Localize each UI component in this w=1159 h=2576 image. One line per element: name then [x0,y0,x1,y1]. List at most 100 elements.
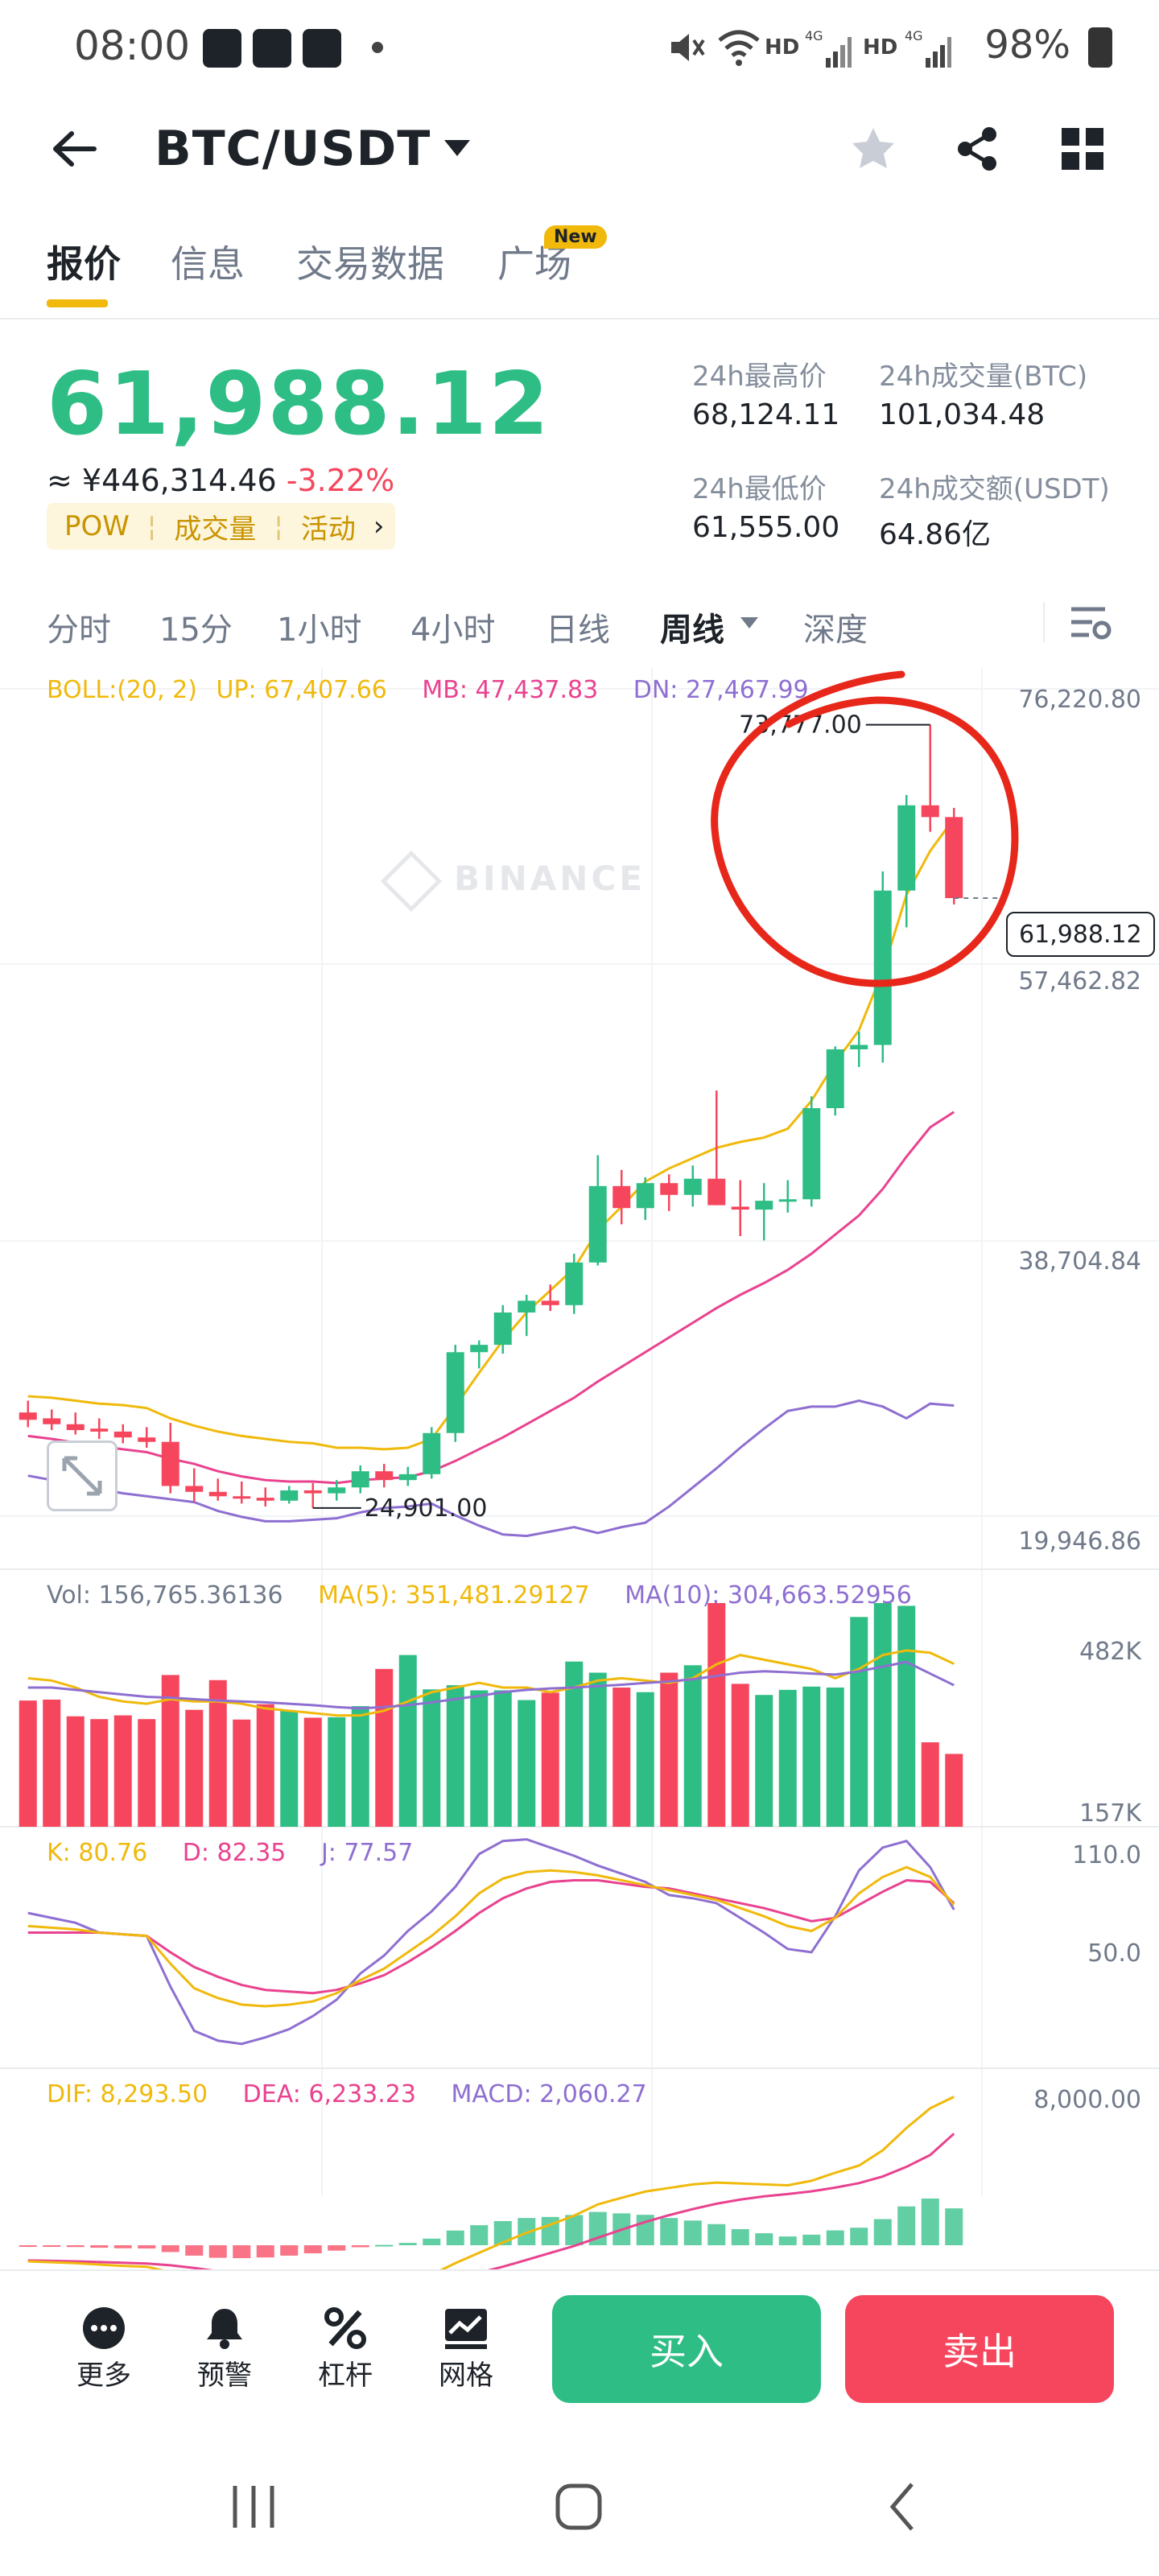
volume-ma5-line [27,1649,955,1717]
tab-quote[interactable]: 报价 [47,242,121,286]
favorite-star-icon[interactable] [845,121,901,177]
boll-mb: MB: 47,437.83 [422,676,599,704]
tag-activity[interactable]: 活动 [300,513,356,546]
svg-text:4G: 4G [905,29,923,43]
recent-apps-icon[interactable] [217,2479,290,2535]
signal-icon: 4G [905,28,951,72]
notification-icon [203,29,241,68]
boll-dn: DN: 27,467.99 [633,676,809,704]
tab-square[interactable]: 广场 [497,242,571,286]
binance-logo-icon [380,850,443,912]
interval-4h[interactable]: 4小时 [410,612,496,649]
candle-body [850,1045,868,1049]
boll-upper-line [27,818,955,1451]
low-label: 24h最低价 [692,473,827,505]
candle-body [90,1428,109,1432]
buy-button[interactable]: 买入 [552,2295,821,2403]
candle-body [233,1496,251,1499]
volume-current: Vol: 156,765.36136 [47,1581,283,1609]
tag-pow[interactable]: POW [64,510,130,542]
price-equivalent: ≈ ¥446,314.46 -3.22% [47,463,394,498]
interval-15m[interactable]: 15分 [159,612,233,649]
candle-body [113,1431,132,1438]
macd-histogram-bar [470,2225,489,2245]
back-arrow-icon[interactable] [47,121,103,177]
grid-trading-button[interactable]: 网格 [422,2303,510,2393]
kdj-axis-label: 50.0 [1087,1939,1141,1968]
fullscreen-expand-icon[interactable] [47,1440,118,1511]
interval-time-share[interactable]: 分时 [47,612,111,649]
macd-histogram-bar [280,2245,299,2256]
volume-ma5: MA(5): 351,481.29127 [318,1581,590,1609]
kdj-k: K: 80.76 [47,1839,148,1867]
share-icon[interactable] [950,121,1006,177]
volume-bar [256,1704,274,1827]
pair-title[interactable]: BTC/USDT [155,121,431,177]
mute-icon [668,27,707,71]
macd-histogram-bar [850,2228,868,2245]
volume-bar [921,1742,939,1827]
page-tabs: 报价 信息 交易数据 广场 New [0,225,1159,319]
candle-body [446,1352,464,1433]
macd-histogram-bar [660,2218,678,2245]
kline-chart[interactable]: 73,777.00 24,901.00 BOLL:(20, 2) UP: 67,4… [0,668,1159,2285]
volume-usdt-value: 64.86亿 [879,518,992,551]
pair-dropdown-icon[interactable] [441,135,473,163]
candle-body [375,1471,394,1481]
interval-depth[interactable]: 深度 [803,612,868,649]
signal-icon: 4G [805,28,852,72]
clock: 08:00 [74,23,191,69]
volume-bar [446,1685,464,1827]
volume-bar [185,1709,204,1827]
macd-histogram-bar [897,2206,916,2245]
tag-strip[interactable]: POW ¦ 成交量 ¦ 活动 › [47,503,396,550]
grid-layout-icon[interactable] [1054,121,1111,177]
volume-bar [493,1690,512,1827]
candle-body [683,1178,702,1195]
candle-body [185,1486,204,1492]
volume-bar [470,1690,489,1827]
volume-legend: Vol: 156,765.36136 MA(5): 351,481.29127 … [47,1581,912,1609]
volume-bar [802,1686,821,1827]
leverage-button[interactable]: 杠杆 [301,2303,390,2393]
header-bar: BTC/USDT [0,105,1159,193]
alert-button[interactable]: 预警 [180,2303,269,2393]
tab-trading-data[interactable]: 交易数据 [296,242,444,286]
volume-bar [351,1706,369,1827]
low-value: 61,555.00 [692,511,840,544]
candle-body [707,1178,726,1206]
interval-1h[interactable]: 1小时 [277,612,362,649]
volume-bar [588,1672,607,1827]
macd-histogram-bar [945,2208,963,2245]
sell-button[interactable]: 卖出 [845,2295,1114,2403]
home-icon[interactable] [542,2479,615,2535]
candle-body [731,1206,749,1210]
svg-text:4G: 4G [805,29,823,43]
divider [1043,602,1045,642]
volume-bar [208,1680,227,1827]
macd-histogram-bar [185,2245,204,2256]
macd-histogram-bar [778,2236,797,2245]
candle-body [612,1185,631,1209]
volume-bar [375,1668,394,1827]
chevron-down-icon[interactable] [739,615,760,634]
chevron-right-icon: › [373,510,385,542]
back-icon[interactable] [866,2479,938,2535]
kdj-axis-label: 110.0 [1072,1841,1141,1869]
volume-bar [328,1717,346,1827]
status-bar: 08:00 HD 4G HD 4G 98% [0,0,1159,97]
more-button[interactable]: 更多 [60,2303,148,2393]
candle-body [138,1437,156,1442]
kdj-legend: K: 80.76 D: 82.35 J: 77.57 [47,1839,413,1867]
chart-settings-icon[interactable] [1062,597,1119,649]
interval-1w[interactable]: 周线 [660,612,724,649]
tag-volume[interactable]: 成交量 [174,513,257,546]
interval-selector: 分时 15分 1小时 4小时 日线 周线 深度 [0,579,1159,668]
macd-histogram-bar [90,2245,109,2248]
interval-1d[interactable]: 日线 [546,612,610,649]
candle-body [945,817,963,899]
candle-body [161,1441,179,1486]
volume-ma10-line [27,1660,955,1710]
tab-info[interactable]: 信息 [171,242,245,286]
current-price-tag[interactable]: 61,988.12 [1006,912,1155,957]
